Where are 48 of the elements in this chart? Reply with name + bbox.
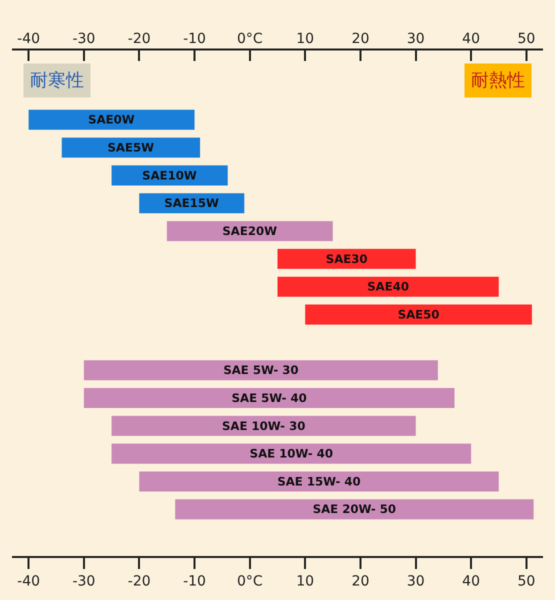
bar — [112, 444, 472, 464]
x-tick-label: -40 — [17, 574, 40, 590]
y-tick-label: SAE30 — [326, 252, 368, 266]
text: 耐寒性 — [30, 70, 84, 91]
text: 耐熱性 — [471, 70, 525, 91]
bar — [278, 276, 499, 297]
y-tick-label: SAE 15W- 40 — [277, 474, 361, 488]
y-tick-label: SAE40 — [367, 280, 409, 294]
bar — [305, 304, 532, 325]
y-tick-label: SAE20W — [222, 224, 278, 238]
bar — [62, 138, 200, 158]
bar — [84, 360, 438, 380]
y-tick-label: SAE0W — [88, 112, 135, 127]
x-tick-label: 0°C — [236, 574, 263, 590]
x2-tick-label: -40 — [17, 31, 40, 48]
bar — [139, 471, 499, 492]
x2-tick-label: -30 — [72, 31, 96, 48]
y-tick-label: SAE 10W- 40 — [250, 446, 333, 461]
bar — [112, 416, 416, 436]
bar — [28, 110, 195, 130]
bar — [84, 388, 454, 408]
x2-tick-label: -10 — [183, 31, 206, 48]
x-tick-label: 10 — [296, 574, 314, 590]
x-tick-label: -20 — [128, 574, 151, 590]
bar — [175, 499, 534, 520]
x-tick-label: 20 — [352, 574, 370, 590]
y-tick-label: SAE50 — [398, 307, 440, 322]
y-tick-label: SAE 5W- 30 — [223, 363, 299, 378]
y-tick-label: SAE 5W- 40 — [232, 390, 307, 405]
x2-tick-label: 40 — [462, 31, 480, 48]
y-tick-label: SAE10W — [142, 168, 197, 182]
x-tick-label: -10 — [183, 574, 206, 590]
x-tick-label: 50 — [517, 574, 536, 590]
bar — [278, 248, 416, 269]
y-tick-label: SAE15W — [164, 196, 219, 210]
x2-tick-label: 10 — [296, 31, 314, 48]
x2-tick-label: -20 — [128, 31, 151, 48]
x-tick-label: 40 — [462, 574, 480, 590]
x2-tick-label: 50 — [517, 31, 536, 48]
bar — [166, 221, 333, 242]
x2-tick-label: 0°C — [236, 31, 263, 48]
y-tick-label: SAE 20W- 50 — [312, 502, 396, 516]
y-tick-label: SAE 10W- 30 — [222, 418, 306, 433]
x2-tick-label: 20 — [352, 31, 370, 48]
x-tick-label: -30 — [72, 574, 96, 590]
y-tick-label: SAE5W — [108, 140, 154, 155]
x-tick-label: 30 — [406, 574, 425, 590]
x2-tick-label: 30 — [406, 31, 425, 48]
